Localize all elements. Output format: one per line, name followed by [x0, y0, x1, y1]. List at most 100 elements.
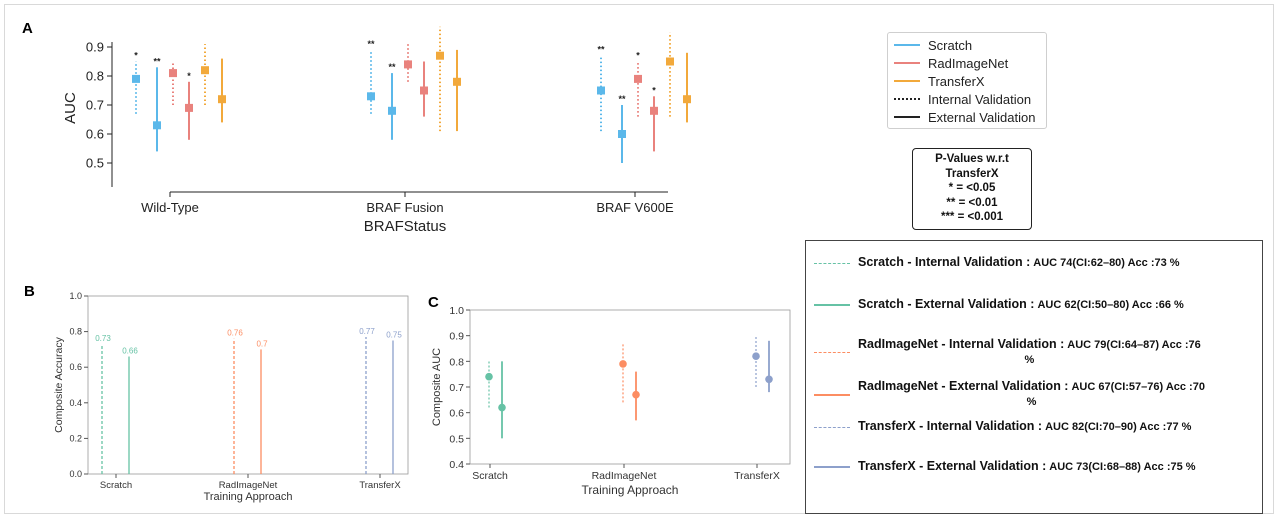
legend-item: Scratch - External Validation : AUC 62(CI… — [814, 297, 1184, 313]
significance-marker: * — [636, 51, 640, 61]
significance-marker: ** — [367, 39, 375, 49]
legend-swatch — [894, 80, 920, 82]
legend-label: Scratch — [928, 37, 973, 53]
data-point — [218, 95, 226, 104]
legend-series-name: RadImageNet - Internal Validation : — [858, 337, 1065, 351]
data-label: 0.66 — [122, 347, 138, 356]
pvalue-box: P-Values w.r.t TransferX * = <0.05 ** = … — [912, 148, 1032, 230]
x-tick-label: BRAF Fusion — [366, 200, 443, 215]
significance-marker: * — [187, 71, 191, 81]
y-tick-label: 0.4 — [449, 459, 464, 471]
legend-item: RadImageNet — [894, 54, 1008, 72]
legend-stat: AUC 73(CI:68–88) Acc :75 % — [1049, 461, 1196, 473]
legend-series-name: TransferX - Internal Validation : — [858, 419, 1043, 433]
panel-label: B — [24, 283, 35, 300]
data-point — [634, 74, 642, 83]
significance-marker: * — [134, 51, 138, 61]
data-point — [498, 403, 506, 412]
x-tick-label: Wild-Type — [141, 200, 199, 215]
data-point — [388, 106, 396, 115]
legend-label: External Validation — [928, 109, 1036, 125]
y-tick-label: 0.6 — [449, 408, 464, 420]
data-point — [485, 372, 493, 381]
y-tick-label: 1.0 — [69, 291, 82, 301]
x-axis-title: BRAFStatus — [364, 218, 447, 235]
x-tick-label: Scratch — [472, 470, 508, 482]
legend-swatch — [814, 304, 850, 306]
y-axis-title: AUC — [62, 92, 79, 124]
chart-c: C 0.4 0.5 0.6 0.7 0.8 0.9 1.0 Scratch RadImageNet… — [428, 294, 791, 497]
significance-marker: ** — [153, 56, 161, 66]
legend-text: Scratch - External Validation : AUC 62(CI… — [858, 297, 1184, 313]
y-axis-title: Composite Accuracy — [53, 336, 65, 432]
data-point — [666, 57, 674, 66]
legend-swatch — [894, 44, 920, 46]
significance-marker: ** — [388, 62, 396, 72]
legend-label: Internal Validation — [928, 91, 1032, 107]
pvalue-line: TransferX — [945, 167, 999, 180]
legend-item: External Validation — [894, 108, 1035, 126]
panel-label: A — [22, 20, 33, 37]
data-point — [201, 66, 209, 75]
y-tick-label: 0.9 — [449, 331, 464, 343]
legend-item: Internal Validation — [894, 90, 1031, 108]
data-point — [619, 360, 627, 368]
figure-frame — [4, 4, 1274, 514]
y-axis-title: Composite AUC — [431, 348, 443, 426]
x-axis-title: Training Approach — [582, 483, 679, 497]
data-point — [404, 60, 412, 69]
legend-a: Scratch RadImageNet TransferX Internal Vali… — [887, 32, 1047, 129]
y-tick-label: 1.0 — [449, 305, 464, 317]
data-label: 0.77 — [359, 327, 375, 336]
x-tick-label: BRAF V600E — [596, 200, 674, 215]
legend-swatch — [894, 116, 920, 118]
y-tick-label: 0.8 — [86, 69, 104, 84]
legend-swatch — [814, 393, 850, 396]
legend-stat: AUC 82(CI:70–90) Acc :77 % — [1045, 421, 1192, 433]
significance-marker: * — [652, 85, 656, 95]
legend-swatch — [894, 62, 920, 64]
legend-swatch — [814, 262, 850, 264]
legend-text: RadImageNet - Internal Validation : AUC 7… — [858, 337, 1201, 368]
data-point — [650, 106, 658, 115]
y-tick-label: 0.6 — [69, 362, 82, 372]
legend-text: Scratch - Internal Validation : AUC 74(CI… — [858, 255, 1180, 271]
legend-series-name: TransferX - External Validation : — [858, 459, 1047, 473]
x-tick-label: RadImageNet — [219, 480, 278, 491]
legend-item: RadImageNet - Internal Validation : AUC 7… — [814, 337, 1201, 368]
legend-swatch — [814, 426, 850, 428]
plot-frame — [87, 295, 409, 475]
legend-stat: AUC 79(CI:64–87) Acc :76 — [1067, 339, 1201, 351]
significance-marker: ** — [618, 94, 626, 104]
x-tick-label: RadImageNet — [592, 470, 657, 482]
data-point — [436, 51, 444, 60]
y-tick-label: 0.8 — [449, 356, 464, 368]
panel-label: C — [428, 294, 439, 311]
pvalue-line: *** = <0.001 — [940, 211, 1004, 224]
legend-stat-continuation: % — [1026, 396, 1037, 408]
pvalue-line: * = <0.05 — [948, 182, 996, 195]
data-label: 0.7 — [256, 339, 268, 348]
data-point — [185, 103, 193, 112]
data-point — [169, 69, 177, 78]
legend-label: RadImageNet — [928, 55, 1009, 71]
legend-text: RadImageNet - External Validation : AUC 6… — [858, 379, 1205, 410]
plot-frame — [469, 309, 791, 465]
x-axis-title: Training Approach — [204, 491, 293, 503]
y-tick-label: 0.7 — [86, 98, 104, 113]
legend-item: Scratch - Internal Validation : AUC 74(CI… — [814, 255, 1180, 271]
legend-series-name: RadImageNet - External Validation : — [858, 379, 1069, 393]
y-tick-label: 0.8 — [69, 327, 82, 337]
data-point — [683, 95, 691, 104]
legend-stat: AUC 67(CI:57–76) Acc :70 — [1071, 381, 1205, 393]
legend-item: TransferX — [894, 72, 985, 90]
x-tick-label: Scratch — [100, 480, 132, 491]
y-tick-label: 0.0 — [69, 469, 82, 479]
legend-text: TransferX - Internal Validation : AUC 82(… — [858, 419, 1191, 435]
data-point — [132, 74, 140, 83]
legend-bc: Scratch - Internal Validation : AUC 74(CI… — [805, 240, 1263, 514]
legend-series-name: Scratch - Internal Validation : — [858, 255, 1031, 269]
significance-marker: ** — [597, 45, 605, 55]
y-tick-label: 0.7 — [449, 382, 464, 394]
